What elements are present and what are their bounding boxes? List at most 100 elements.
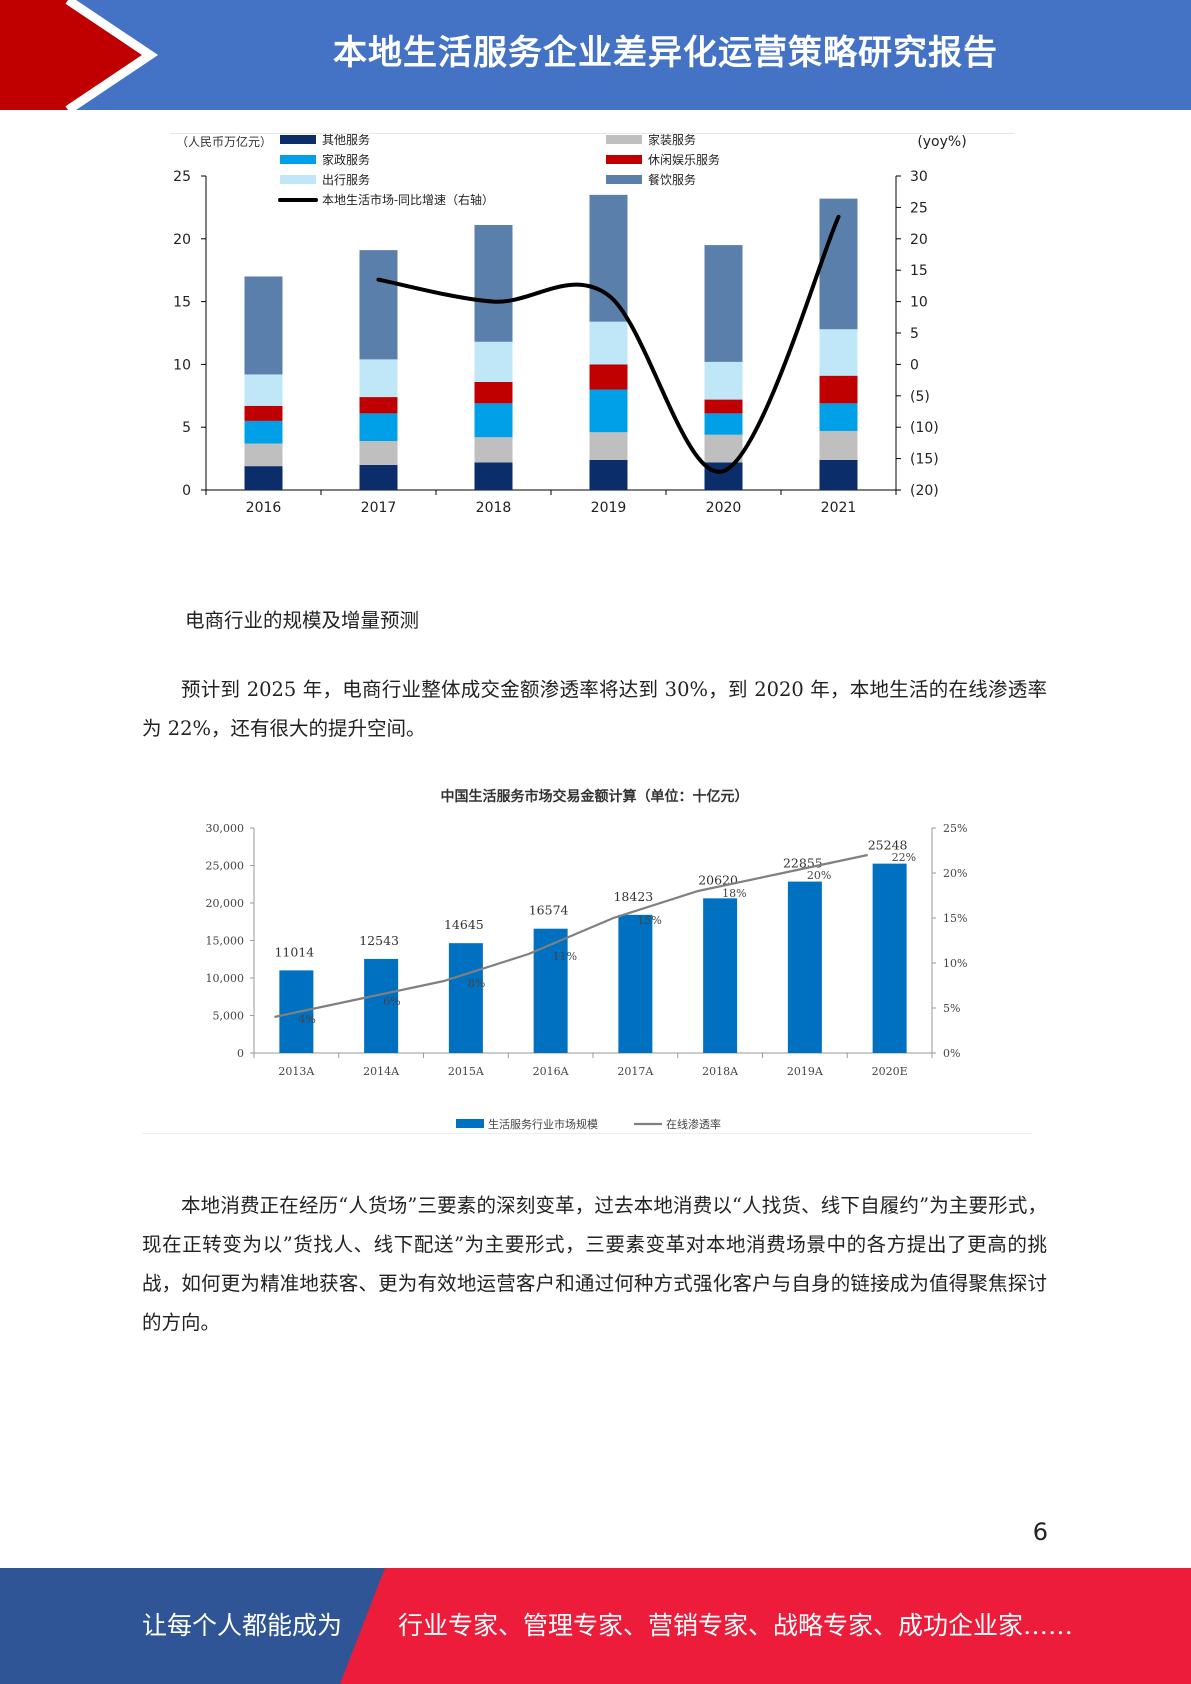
chart1-svg: 0 5 10 15 20 25 (20) (15) (10) (5) 0 5 10 15 20 25 30 （人民… bbox=[173, 132, 967, 516]
bar-segment bbox=[359, 413, 398, 442]
x-tick-label: 2020E bbox=[872, 1065, 908, 1078]
legend-label: 生活服务行业市场规模 bbox=[488, 1117, 598, 1131]
y2-tick-label: 15 bbox=[910, 263, 928, 279]
market-size-bar bbox=[618, 914, 653, 1053]
bar-segment bbox=[819, 329, 858, 376]
legend-swatch bbox=[606, 155, 642, 164]
y2-tick-label: 15% bbox=[943, 912, 967, 925]
page-footer: 让每个人都能成为 行业专家、管理专家、营销专家、战略专家、成功企业家…… bbox=[0, 1568, 1191, 1684]
divider bbox=[142, 1133, 1032, 1134]
bar-segment bbox=[244, 443, 283, 467]
x-tick-label: 2021 bbox=[821, 500, 857, 516]
legend-swatch bbox=[456, 1119, 484, 1128]
bar-segment bbox=[244, 276, 283, 375]
legend-swatch bbox=[606, 175, 642, 184]
y2-tick-label: 10% bbox=[943, 957, 967, 970]
bar-segment bbox=[819, 375, 858, 404]
chart2-svg: 0 5,000 10,000 15,000 20,000 25,000 30,000 0% 5%… bbox=[206, 822, 968, 1131]
legend-swatch bbox=[280, 135, 316, 144]
bar-segment bbox=[589, 432, 628, 460]
bar-segment bbox=[704, 434, 743, 463]
legend-label: 家装服务 bbox=[648, 132, 696, 147]
market-size-bar bbox=[787, 881, 822, 1053]
bar-segment bbox=[244, 374, 283, 406]
chart-caption: 电商行业的规模及增量预测 bbox=[185, 609, 420, 632]
legend-swatch bbox=[606, 135, 642, 144]
y2-tick-label: (10) bbox=[910, 420, 939, 436]
bar-segment bbox=[474, 341, 513, 382]
line-data-label: 11% bbox=[553, 950, 577, 963]
bar-data-label: 18423 bbox=[613, 889, 653, 904]
x-tick-label: 2016 bbox=[246, 500, 282, 516]
y-tick-label: 5 bbox=[182, 420, 191, 436]
bar-segment bbox=[704, 399, 743, 414]
line-data-label: 22% bbox=[892, 851, 916, 864]
market-size-bar bbox=[448, 943, 483, 1053]
paragraph-forecast: 预计到 2025 年，电商行业整体成交金额渗透率将达到 30%，到 2020 年… bbox=[142, 670, 1047, 748]
bar-segment bbox=[589, 459, 628, 490]
y2-tick-label: 5% bbox=[943, 1002, 960, 1015]
bar-segment bbox=[474, 437, 513, 463]
legend-label: 出行服务 bbox=[322, 172, 370, 187]
bar-segment bbox=[474, 462, 513, 490]
bar-segment bbox=[359, 397, 398, 414]
y2-tick-label: 25 bbox=[910, 200, 928, 216]
market-size-bar bbox=[364, 958, 399, 1053]
bar-segment bbox=[474, 381, 513, 404]
bar-segment bbox=[589, 194, 628, 322]
market-size-bar bbox=[703, 898, 738, 1053]
market-size-bar bbox=[533, 928, 568, 1053]
bar-data-label: 12543 bbox=[359, 933, 399, 948]
y2-tick-label: 0 bbox=[910, 357, 919, 373]
line-data-label: 20% bbox=[807, 869, 831, 882]
y-tick-label: 0 bbox=[182, 483, 191, 499]
y2-tick-label: (15) bbox=[910, 452, 939, 468]
y-tick-label: 5,000 bbox=[213, 1010, 245, 1023]
bar-segment bbox=[474, 224, 513, 342]
page-number: 6 bbox=[1032, 1518, 1048, 1546]
bar-segment bbox=[704, 245, 743, 362]
y2-tick-label: (20) bbox=[910, 483, 939, 499]
paragraph-forecast-text: 预计到 2025 年，电商行业整体成交金额渗透率将达到 30%，到 2020 年… bbox=[142, 678, 1047, 740]
x-tick-label: 2017 bbox=[361, 500, 397, 516]
market-size-bar bbox=[872, 863, 907, 1053]
y-tick-label: 15 bbox=[173, 295, 191, 311]
bar-segment bbox=[589, 364, 628, 390]
bar-segment bbox=[359, 250, 398, 360]
y2-tick-label: 20% bbox=[943, 867, 967, 880]
bar-data-label: 11014 bbox=[274, 944, 314, 959]
bar-data-label: 16574 bbox=[529, 903, 569, 918]
x-tick-label: 2016A bbox=[533, 1065, 570, 1078]
legend-label: 休闲娱乐服务 bbox=[648, 152, 720, 167]
growth-line bbox=[376, 214, 841, 474]
bar-segment bbox=[474, 403, 513, 438]
y2-tick-label: 5 bbox=[910, 326, 919, 342]
footer-slogan-left: 让每个人都能成为 bbox=[142, 1611, 343, 1640]
y-tick-label: 10,000 bbox=[206, 972, 245, 985]
legend-label: 餐饮服务 bbox=[648, 172, 696, 187]
bar-segment bbox=[244, 420, 283, 444]
y2-tick-label: 30 bbox=[910, 169, 928, 185]
x-tick-label: 2019 bbox=[591, 500, 627, 516]
legend-label: 家政服务 bbox=[322, 152, 370, 167]
y2-tick-label: (5) bbox=[910, 389, 930, 405]
local-life-market-chart: 0 5 10 15 20 25 (20) (15) (10) (5) 0 5 10 15 20 25 30 （人民… bbox=[170, 130, 1030, 550]
x-tick-label: 2017A bbox=[617, 1065, 654, 1078]
bar-segment bbox=[244, 405, 283, 421]
bar-segment bbox=[819, 403, 858, 431]
x-tick-label: 2018 bbox=[476, 500, 512, 516]
line-data-label: 8% bbox=[468, 977, 485, 990]
bar-segment bbox=[819, 430, 858, 460]
footer-slogan-right: 行业专家、管理专家、营销专家、战略专家、成功企业家…… bbox=[398, 1611, 1074, 1640]
line-data-label: 6% bbox=[383, 995, 400, 1008]
bar-segment bbox=[704, 413, 743, 435]
report-title: 本地生活服务企业差异化运营策略研究报告 bbox=[333, 33, 998, 73]
y-tick-label: 25,000 bbox=[206, 860, 245, 873]
line-data-label: 4% bbox=[298, 1013, 315, 1026]
legend-label: 在线渗透率 bbox=[666, 1117, 721, 1131]
chart2-title: 中国生活服务市场交易金额计算（单位：十亿元） bbox=[440, 789, 749, 805]
x-tick-label: 2020 bbox=[706, 500, 742, 516]
market-transaction-chart: 0 5,000 10,000 15,000 20,000 25,000 30,000 0% 5%… bbox=[142, 780, 1042, 1135]
right-unit-label: (yoy%) bbox=[917, 134, 966, 150]
bar-segment bbox=[704, 361, 743, 400]
